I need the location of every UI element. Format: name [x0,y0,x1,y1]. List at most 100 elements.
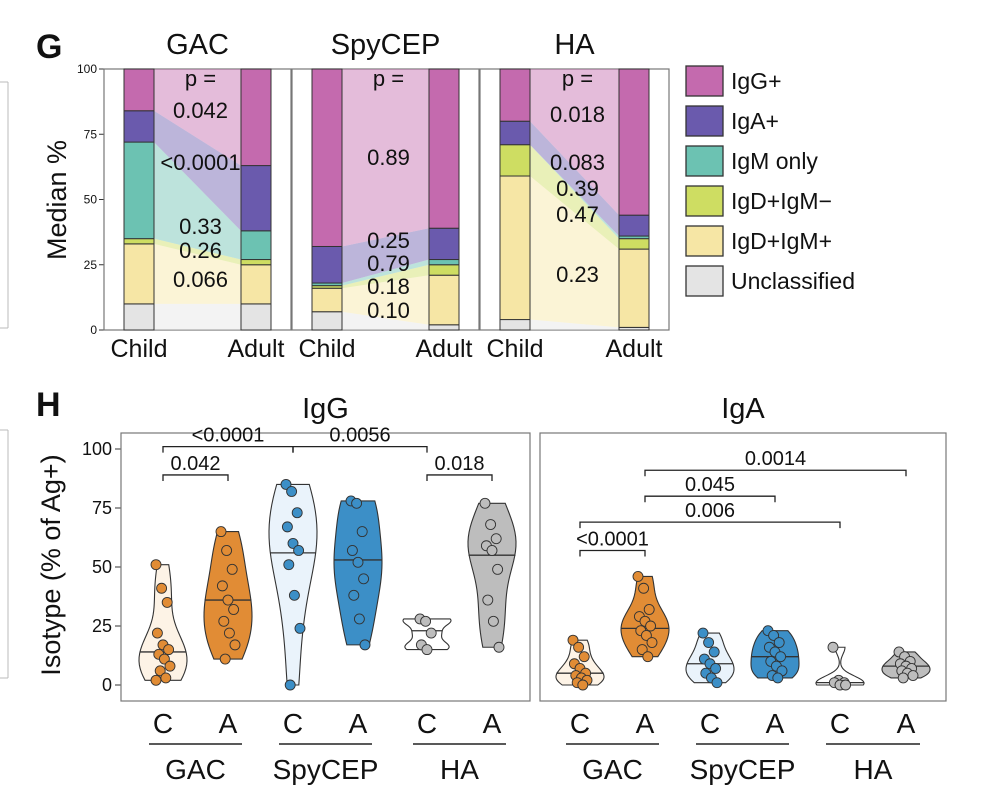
data-point [490,533,502,545]
data-point [632,570,644,582]
ribbon-igdigm [154,243,241,304]
x-tick-label: A [897,708,916,739]
bar-segment-adult [428,68,460,229]
data-point [154,665,166,677]
x-tick-label: C [417,708,437,739]
data-point [645,620,657,632]
panel-label-h: H [36,386,61,424]
p-value-label: 0.23 [556,262,599,287]
facet-title: IgG [302,393,349,425]
data-point [294,622,306,634]
significance-label: 0.0056 [329,425,390,447]
ribbon-igdigm [530,176,619,328]
significance-bracket [162,474,229,481]
y-tick-label: 0 [102,675,112,695]
legend-swatch [685,65,724,97]
data-point [286,486,298,497]
facet-frame [539,432,947,702]
data-point [703,637,715,648]
p-value-label: 0.25 [367,228,410,253]
data-point [293,545,305,556]
data-point [229,639,241,651]
violin-spycep-c [268,483,318,686]
p-value-label: 0.26 [179,238,222,263]
data-point [359,639,371,651]
y-tick-label: 75 [92,498,112,518]
bar-segment-adult [428,264,460,276]
x-tick-label: Child [487,335,544,363]
bar-segment-child [123,141,155,240]
legend-swatch [685,105,724,137]
ribbon-iga [530,121,619,237]
x-tick-label: Child [299,335,356,363]
ribbon-iga [342,228,429,284]
data-point [226,563,238,575]
data-point [638,582,650,594]
bar-segment-adult [428,227,460,261]
p-value-label: 0.39 [556,176,599,201]
significance-label: 0.045 [685,474,735,496]
violin-spycep-a [333,500,383,646]
y-tick-label: 75 [84,127,98,141]
bar-segment-child [499,175,531,321]
x-tick-label: A [219,708,238,739]
p-value-label: 0.10 [367,298,410,323]
data-point [773,637,785,648]
data-point [642,651,654,663]
ribbon-igg [530,69,619,216]
data-point [280,478,292,490]
p-value-label: 0.47 [556,202,599,227]
ribbon-igg [154,69,241,166]
ribbon-igmonly [342,259,429,286]
bar-segment-adult [618,214,650,237]
data-point [353,613,365,625]
data-point [421,644,433,656]
y-tick-label: 0 [90,323,97,337]
ribbon-igmonly [530,144,619,239]
bar-segment-adult [618,238,650,250]
y-axis-label: Median % [42,140,72,260]
y-tick-label: 25 [84,258,98,272]
data-point [164,660,176,672]
ribbon-igdigm [342,275,429,325]
bar-segment-adult [240,165,272,232]
data-point [577,679,589,691]
ribbon-igmonly [154,142,241,260]
significance-label: 0.006 [685,500,735,522]
group-label: SpyCEP [273,754,379,785]
data-point [346,545,358,556]
significance-label: 0.018 [434,453,484,475]
bar-segment-child [311,245,343,284]
facet-title: HA [554,29,595,61]
bar-segment-child [499,68,531,122]
facet-title: GAC [166,29,229,61]
data-point [708,646,720,658]
legend-swatch [685,265,724,297]
y-tick-label: 100 [82,439,112,459]
data-point [827,641,839,653]
y-axis-label: Isotype (% of Ag+) [36,454,66,675]
p-value-label: 0.083 [550,150,605,175]
bar-segment-adult [240,259,272,266]
data-point [897,672,909,684]
p-value-label: <0.0001 [160,150,240,175]
x-tick-label: C [700,708,720,739]
data-point [636,644,648,656]
p-value-label: 0.066 [173,267,228,292]
data-point [163,644,175,656]
significance-label: <0.0001 [192,425,265,447]
bar-segment-child [499,144,531,177]
bar-segment-adult [428,324,460,331]
p-value-label: 0.33 [179,214,222,239]
data-point [351,497,363,509]
data-point [221,545,233,556]
p-value-label: 0.042 [173,98,228,123]
bar-segment-child [311,287,343,313]
data-point [219,653,231,665]
panel-label-g: G [36,28,62,66]
data-point [840,679,852,691]
significance-bracket [644,495,776,503]
bar-segment-adult [240,230,272,261]
data-point [772,672,784,684]
data-point [578,651,590,663]
